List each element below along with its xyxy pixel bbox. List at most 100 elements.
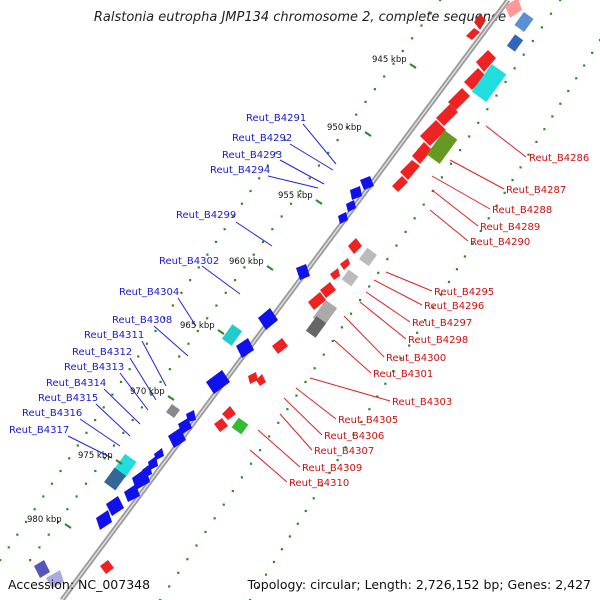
guide-dot [85, 431, 88, 434]
gene-label-reverse[interactable]: Reut_B4315 [38, 393, 98, 404]
gene-label-forward[interactable]: Reut_B4301 [373, 369, 433, 380]
guide-dot [261, 240, 265, 244]
guide-dot [94, 419, 97, 422]
guide-dot [223, 228, 226, 231]
guide-dot [266, 164, 269, 167]
gene-label-forward[interactable]: Reut_B4288 [492, 205, 552, 216]
gene-label-reverse[interactable]: Reut_B4299 [176, 210, 236, 221]
gene-arrow [206, 370, 230, 394]
gene-label-forward[interactable]: Reut_B4287 [506, 185, 566, 196]
guide-dot [76, 444, 79, 447]
gene-label-forward[interactable]: Reut_B4300 [386, 353, 446, 364]
gene-label-reverse[interactable]: Reut_B4292 [232, 133, 292, 144]
guide-dot [189, 279, 192, 282]
gene-label-reverse[interactable]: Reut_B4316 [22, 408, 82, 419]
guide-dot [187, 342, 190, 345]
gene-label-forward[interactable]: Reut_B4303 [392, 397, 452, 408]
gene-label-forward[interactable]: Reut_B4306 [324, 431, 384, 442]
gene-arrow [168, 428, 186, 448]
tick-mark [315, 199, 323, 205]
guide-dot [288, 535, 291, 538]
gene-label-reverse[interactable]: Reut_B4314 [46, 378, 106, 389]
guide-dot [271, 228, 274, 231]
kbp-tick-label: 955 kbp [278, 191, 313, 201]
gene-label-forward[interactable]: Reut_B4295 [434, 287, 494, 298]
gene-label-reverse[interactable]: Reut_B4293 [222, 150, 282, 161]
gene-label-reverse[interactable]: Reut_B4311 [84, 330, 144, 341]
leader-line [119, 372, 149, 411]
guide-dot [486, 108, 489, 111]
kbp-tick-label: 950 kbp [327, 123, 362, 133]
guide-dot [400, 357, 403, 360]
guide-dot [416, 331, 419, 334]
guide-dot [468, 135, 471, 138]
guide-dot [29, 559, 32, 562]
gene-label-forward[interactable]: Reut_B4298 [408, 335, 468, 346]
gene-arrow [132, 468, 150, 490]
leader-line [431, 189, 479, 227]
gene-label-forward[interactable]: Reut_B4309 [302, 463, 362, 474]
guide-dot [368, 285, 371, 288]
gene-label-forward[interactable]: Reut_B4286 [529, 153, 589, 164]
gene-label-reverse[interactable]: Reut_B4302 [159, 256, 219, 267]
gene-label-reverse[interactable]: Reut_B4294 [210, 165, 270, 176]
gene-label-reverse[interactable]: Reut_B4317 [9, 425, 69, 436]
guide-dot [384, 382, 387, 385]
gene-arrow [360, 176, 374, 190]
guide-dot [128, 368, 131, 371]
gene-arrow [436, 104, 458, 126]
guide-dot [56, 520, 60, 524]
leader-line [309, 377, 391, 402]
guide-dot [264, 573, 268, 576]
guide-dot [140, 406, 144, 409]
guide-dot [195, 544, 198, 547]
gene-label-forward[interactable]: Reut_B4305 [338, 415, 398, 426]
label-leader-lines [67, 123, 527, 483]
gene-label-forward[interactable]: Reut_B4290 [470, 237, 530, 248]
cds-feature [305, 316, 327, 338]
gene-label-reverse[interactable]: Reut_B4313 [64, 362, 124, 373]
gene-arrow [308, 292, 326, 310]
leader-line [257, 429, 301, 468]
guide-dot [447, 280, 451, 284]
guide-dot [304, 380, 307, 384]
gene-label-forward[interactable]: Reut_B4310 [289, 478, 349, 489]
guide-dot [103, 457, 106, 460]
gene-label-forward[interactable]: Reut_B4289 [480, 222, 540, 233]
guide-dot [102, 406, 105, 409]
rna-feature [506, 34, 524, 52]
tick-mark [364, 131, 372, 137]
leader-line [79, 418, 121, 447]
guide-dot [411, 37, 414, 40]
gene-label-forward[interactable]: Reut_B4296 [424, 301, 484, 312]
guide-dot [197, 266, 200, 269]
leader-line [295, 387, 337, 420]
gene-arrow [96, 510, 112, 530]
guide-dot [224, 291, 227, 294]
guide-dot [122, 431, 125, 434]
gene-label-reverse[interactable]: Reut_B4291 [246, 113, 306, 124]
guide-dot [575, 77, 578, 80]
guide-dot [240, 202, 244, 205]
guide-dot [463, 255, 466, 258]
guide-dot [495, 94, 498, 97]
gene-label-forward[interactable]: Reut_B4307 [314, 446, 374, 457]
leader-line [235, 221, 273, 247]
guide-dot [252, 253, 255, 256]
guide-dot [519, 166, 522, 169]
guide-dot [215, 304, 218, 307]
gene-label-forward[interactable]: Reut_B4297 [412, 318, 472, 329]
leader-line [153, 325, 189, 357]
gene-label-reverse[interactable]: Reut_B4304 [119, 287, 179, 298]
guide-dot [213, 517, 216, 520]
guide-dot [376, 395, 379, 398]
gene-label-reverse[interactable]: Reut_B4312 [72, 347, 132, 358]
gene-label-reverse[interactable]: Reut_B4308 [112, 315, 172, 326]
guide-dot [249, 189, 252, 193]
kbp-tick-label: 970 kbp [130, 387, 165, 397]
guide-dot [392, 62, 395, 65]
guide-dot [386, 258, 389, 261]
gene-arrow [350, 186, 362, 200]
